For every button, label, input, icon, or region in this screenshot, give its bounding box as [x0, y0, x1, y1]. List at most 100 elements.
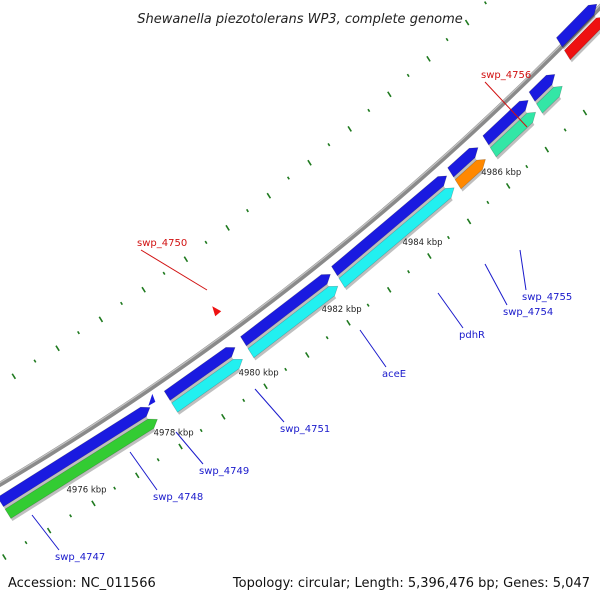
gene-shadow-swp_4755 [542, 96, 562, 116]
gene-label-swp_4748[interactable]: swp_4748 [153, 492, 203, 503]
inner-tick [113, 486, 117, 490]
gene-shadow-swp_4747 [10, 428, 156, 522]
gene-arrow-swp_4747_top[interactable] [0, 406, 151, 508]
inner-tick [221, 413, 226, 420]
inner-tick [325, 336, 329, 340]
gene-label-swp_4755[interactable]: swp_4755 [522, 292, 572, 303]
inner-tick [2, 554, 7, 560]
accession-text: Accession: NC_011566 [8, 576, 156, 591]
outer-tick [141, 286, 146, 293]
gene-shadow-swp_4754 [496, 122, 535, 160]
scale-label: 4986 kbp [481, 168, 521, 178]
inner-tick [505, 182, 511, 189]
outer-tick [204, 240, 208, 245]
gene-shadow-pdhR [460, 169, 485, 192]
gene-shadow-swp_4756 [570, 29, 600, 63]
genome-backbone [0, 3, 600, 488]
inner-tick [305, 351, 310, 358]
map-title: Shewanella piezotolerans WP3, complete g… [137, 12, 463, 27]
gene-shadow-aceE [344, 197, 453, 291]
inner-tick [427, 253, 432, 259]
outer-tick [98, 316, 104, 323]
outer-tick [327, 142, 331, 147]
outer-tick [246, 208, 249, 213]
gene-label-aceE[interactable]: aceE [382, 369, 406, 380]
gene-arrow-swp_4754_top[interactable] [482, 100, 529, 146]
gene-arrow-aceE_top[interactable] [331, 175, 448, 277]
leader-line [254, 388, 285, 423]
gene-arrow-swp_4751[interactable] [247, 285, 339, 359]
scale-labels: 4976 kbp 4978 kbp 4980 kbp 4982 kbp 4984 kbp… [67, 168, 522, 495]
leader-line [129, 451, 158, 491]
scale-label: 4976 kbp [67, 485, 107, 495]
inner-tick [24, 540, 28, 545]
gene-label-swp_4754[interactable]: swp_4754 [503, 307, 553, 318]
leader-line [359, 329, 387, 368]
gene-label-swp_4750[interactable]: swp_4750 [137, 238, 187, 249]
outer-tick [286, 176, 290, 180]
inner-tick [91, 500, 96, 507]
gene-label-swp_4751[interactable]: swp_4751 [280, 424, 330, 435]
outer-tick [183, 256, 189, 263]
gene-shadow-swp_4749_top [170, 356, 234, 403]
gene-arrow-swp_4755[interactable] [536, 85, 563, 114]
outer-tick [367, 108, 371, 113]
scale-label: 4978 kbp [154, 428, 194, 438]
inner-tick [563, 128, 567, 132]
outer-tick [387, 91, 392, 98]
gene-arrow-swp_4747[interactable] [4, 418, 158, 519]
outer-tick [406, 73, 410, 78]
gene-shadow-swp_4751_top [246, 283, 329, 349]
inner-tick-ring [2, 109, 588, 560]
outer-tick [55, 345, 60, 352]
outer-tick [464, 19, 470, 26]
gene-label-pdhR[interactable]: pdhR [459, 330, 485, 341]
leader-line [519, 249, 527, 291]
gene-label-swp_4749[interactable]: swp_4749 [199, 466, 249, 477]
inner-tick [178, 443, 183, 450]
scale-label: 4984 kbp [402, 238, 442, 248]
outer-tick [225, 224, 230, 231]
gene-shadow-swp_4756_top [562, 14, 596, 50]
outer-tick [347, 125, 352, 132]
outer-tick [120, 301, 123, 306]
gene-arrow-swp_4751_top[interactable] [240, 274, 331, 347]
inner-tick [486, 200, 490, 205]
outer-tick [426, 55, 431, 62]
gene-arrow-swp_4756_top[interactable] [556, 3, 598, 48]
inner-tick [386, 286, 392, 293]
gene-arrow-pdhR[interactable] [454, 159, 486, 190]
gene-arrow-swp_4756[interactable] [564, 17, 600, 61]
gene-arrow-pdhR_top[interactable] [447, 147, 479, 178]
outer-tick [307, 159, 312, 166]
gene-shadow-swp_4747_top [3, 416, 148, 510]
leader-line [175, 431, 204, 465]
gene-arrow-swp_4750[interactable] [212, 306, 222, 317]
backbone-line [0, 3, 600, 488]
leader-line [484, 81, 528, 128]
inner-tick [544, 146, 550, 153]
gene-label-swp_4756[interactable]: swp_4756 [481, 70, 531, 81]
leader-line [31, 514, 60, 551]
gene-arrow-swp_4748[interactable] [148, 393, 156, 406]
outer-tick [162, 271, 166, 275]
gene-label-swp_4747[interactable]: swp_4747 [55, 552, 105, 563]
inner-tick [407, 270, 411, 274]
backbone-highlight [0, 4, 600, 484]
gene-shadow-aceE_top [337, 185, 446, 279]
leader-line [437, 292, 464, 329]
outer-tick [33, 359, 37, 363]
gene-arrow-swp_4755_top[interactable] [528, 73, 556, 102]
gene-arrow-swp_4749[interactable] [171, 358, 243, 413]
inner-tick [366, 303, 370, 307]
gene-arrow-aceE[interactable] [338, 187, 455, 289]
inner-tick [582, 109, 588, 116]
gene-labels: swp_4747 swp_4748 swp_4749 swp_4751 aceE pdhR… [31, 70, 572, 563]
gene-arrow-swp_4749_top[interactable] [163, 347, 236, 401]
gene-features [0, 3, 600, 522]
inner-tick [525, 164, 529, 169]
outer-tick [11, 373, 17, 380]
inner-tick [284, 367, 288, 372]
inner-tick [199, 428, 203, 433]
topology-summary: Topology: circular; Length: 5,396,476 bp… [232, 576, 590, 591]
